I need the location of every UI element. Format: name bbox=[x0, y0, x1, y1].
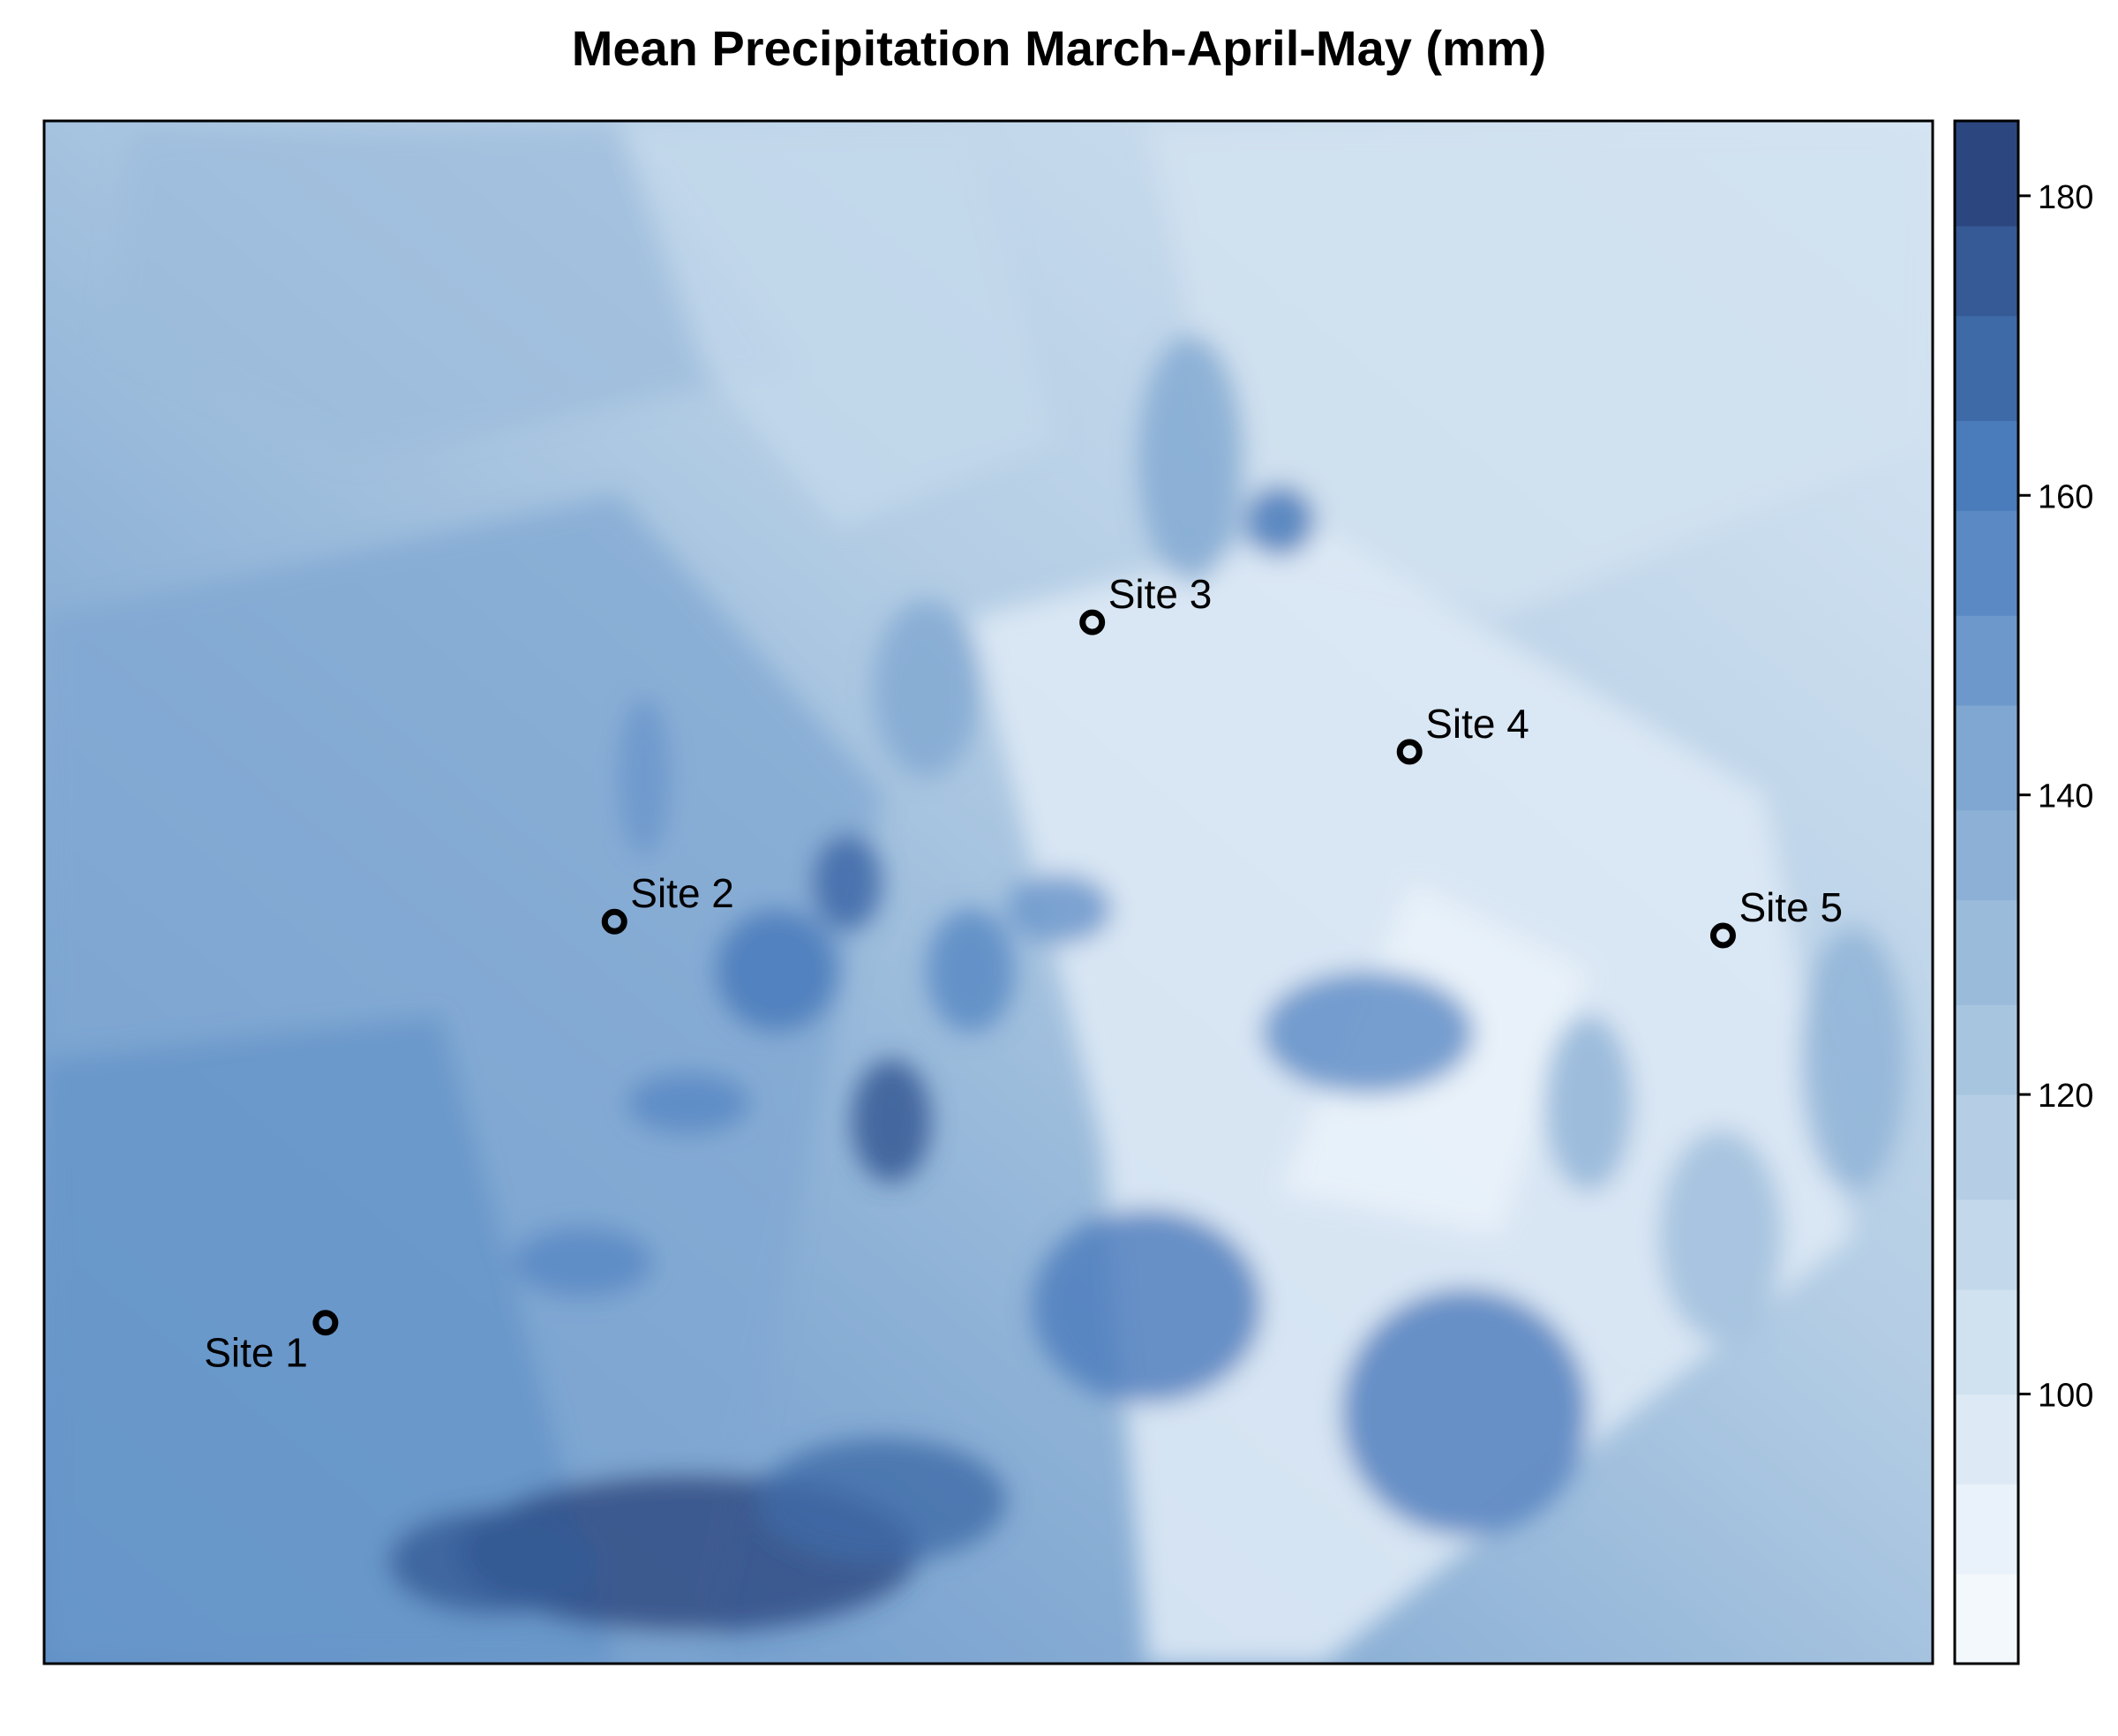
legend-band-9 bbox=[1955, 809, 2018, 901]
color-legend: 100 120 140 160 180 bbox=[1953, 119, 2093, 1665]
legend-tick-label-120: 120 bbox=[2038, 1078, 2093, 1115]
legend-band-10 bbox=[1955, 704, 2018, 811]
map-title: Mean Precipitation March-April-May (mm) bbox=[571, 20, 1547, 76]
site-label-5: Site 5 bbox=[1739, 884, 1843, 930]
legend-tick-label-180: 180 bbox=[2038, 179, 2093, 216]
legend-band-11 bbox=[1955, 615, 2018, 706]
legend-band-12 bbox=[1955, 510, 2018, 616]
legend-band-13 bbox=[1955, 420, 2018, 511]
legend-tick-label-140: 140 bbox=[2038, 778, 2093, 815]
site-label-4: Site 4 bbox=[1425, 701, 1529, 747]
map-frame bbox=[42, 119, 1934, 1665]
site-label-2: Site 2 bbox=[630, 870, 734, 916]
legend-band-2 bbox=[1955, 1484, 2018, 1574]
site-marker-2 bbox=[601, 908, 627, 935]
site-label-1: Site 1 bbox=[204, 1330, 308, 1376]
legend-band-5 bbox=[1955, 1199, 2018, 1290]
site-marker-4 bbox=[1396, 739, 1423, 765]
legend-band-3 bbox=[1955, 1394, 2018, 1484]
legend-band-6 bbox=[1955, 1094, 2018, 1200]
legend-band-7 bbox=[1955, 1004, 2018, 1095]
site-marker-3 bbox=[1079, 609, 1106, 635]
legend-frame bbox=[1953, 119, 2020, 1665]
legend-band-16 bbox=[1955, 121, 2018, 227]
legend-band-15 bbox=[1955, 225, 2018, 317]
legend-band-1 bbox=[1955, 1574, 2018, 1665]
legend-tick-label-100: 100 bbox=[2038, 1378, 2093, 1415]
site-marker-1 bbox=[312, 1310, 339, 1336]
legend-tick-label-160: 160 bbox=[2038, 478, 2093, 515]
legend-band-8 bbox=[1955, 899, 2018, 1005]
legend-band-14 bbox=[1955, 315, 2018, 422]
site-marker-5 bbox=[1709, 922, 1736, 949]
legend-band-4 bbox=[1955, 1289, 2018, 1395]
site-markers: Site 1 Site 2 Site 3 Site 4 Site 5 bbox=[204, 571, 1843, 1376]
site-label-3: Site 3 bbox=[1108, 571, 1213, 617]
map-raster bbox=[44, 121, 1933, 1664]
